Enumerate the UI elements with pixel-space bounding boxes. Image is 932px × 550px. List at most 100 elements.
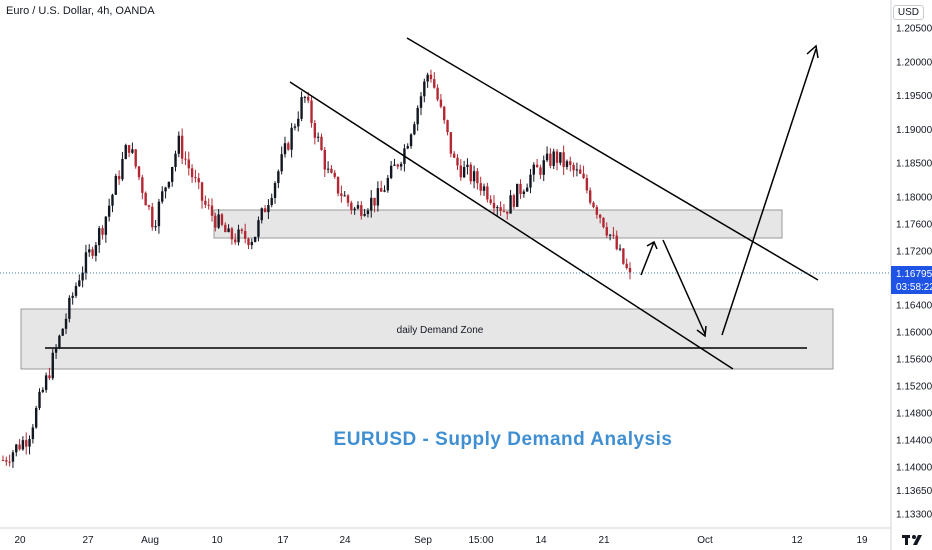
candle (446, 119, 449, 136)
candle (107, 198, 111, 222)
candle (187, 151, 190, 176)
time-axis-labels: 20 27 Aug 10 17 24 Sep 15:00 14 21 Oct 12 19 (14, 535, 868, 546)
candle (383, 185, 386, 193)
candle (409, 133, 413, 149)
candle (210, 198, 214, 222)
candlestick-series (1, 69, 632, 469)
candle (104, 215, 108, 243)
candle (595, 204, 599, 219)
price-tick-label: 1.16000 (896, 327, 932, 338)
candle (224, 222, 227, 233)
price-tick-label: 1.20500 (896, 24, 932, 35)
candle (399, 161, 403, 171)
bar-countdown: 03:58:22 (896, 282, 932, 293)
price-tick-label: 1.15200 (896, 381, 932, 392)
price-tick-label: 1.17200 (896, 246, 932, 257)
candle (250, 238, 254, 250)
candle (396, 163, 399, 170)
candle (207, 198, 210, 210)
candle (535, 158, 539, 168)
candle (58, 334, 61, 350)
candle (516, 183, 519, 208)
candle (111, 193, 114, 213)
candle (363, 208, 366, 217)
candle (539, 164, 542, 179)
candle (84, 244, 88, 280)
candle (622, 248, 625, 265)
candle (243, 223, 247, 244)
candle (217, 209, 220, 229)
candle (509, 189, 512, 214)
candle (429, 69, 433, 83)
candle (297, 111, 300, 132)
candle (1, 455, 5, 462)
candle (549, 148, 552, 169)
candle (194, 169, 197, 183)
candle (141, 174, 144, 200)
candle (443, 105, 446, 124)
candle (373, 197, 376, 213)
candle (615, 230, 618, 251)
time-tick-label: Sep (414, 535, 432, 546)
supply-zone (213, 209, 783, 239)
price-tick-label: 1.15600 (896, 354, 932, 365)
candle (592, 201, 595, 209)
candle (78, 274, 81, 288)
candle (247, 237, 250, 250)
candle (44, 372, 48, 393)
candle (8, 454, 11, 467)
channel-lower-line (289, 81, 734, 370)
candle (406, 143, 409, 150)
candle (157, 198, 161, 234)
price-axis-labels: 1.20500 1.20000 1.19500 1.19000 1.18500 1.180… (896, 24, 932, 521)
candle (34, 405, 38, 429)
time-tick-label: 12 (791, 535, 803, 546)
candle (462, 160, 466, 178)
currency-selector[interactable]: USD (892, 5, 924, 20)
price-tick-label: 1.19500 (896, 91, 932, 102)
time-tick-label: 21 (598, 535, 610, 546)
candle (452, 150, 456, 158)
candle (287, 141, 290, 151)
candle (253, 236, 257, 243)
candle (486, 182, 489, 203)
candle (326, 161, 330, 174)
time-tick-label: Oct (697, 535, 713, 546)
demand-zone-label: daily Demand Zone (397, 325, 484, 336)
candle (174, 150, 177, 172)
candle (270, 193, 273, 208)
tradingview-logo-icon[interactable] (901, 532, 929, 546)
candle (602, 217, 605, 229)
candle (64, 313, 68, 335)
candle (127, 144, 131, 158)
candle (389, 160, 393, 180)
candle (552, 148, 555, 170)
candle (612, 226, 615, 239)
candle (131, 142, 134, 154)
candle (608, 234, 612, 241)
candle (559, 152, 562, 166)
candle (283, 136, 287, 158)
candle (61, 328, 64, 337)
candle (346, 194, 350, 207)
candle (316, 132, 320, 143)
candle (459, 159, 463, 181)
candle (38, 388, 41, 410)
candle (585, 174, 589, 194)
candle (419, 92, 423, 116)
candle (98, 225, 101, 253)
candle (310, 95, 313, 128)
time-tick-label: 15:00 (468, 535, 493, 546)
candle (280, 146, 283, 175)
candle (51, 348, 54, 381)
candle (605, 222, 608, 239)
candle (31, 424, 35, 444)
candle (114, 173, 117, 195)
candle (303, 95, 307, 103)
time-tick-label: 27 (82, 535, 94, 546)
candle (28, 435, 31, 455)
candle (489, 195, 492, 205)
candle (154, 220, 157, 231)
candle (512, 193, 516, 210)
